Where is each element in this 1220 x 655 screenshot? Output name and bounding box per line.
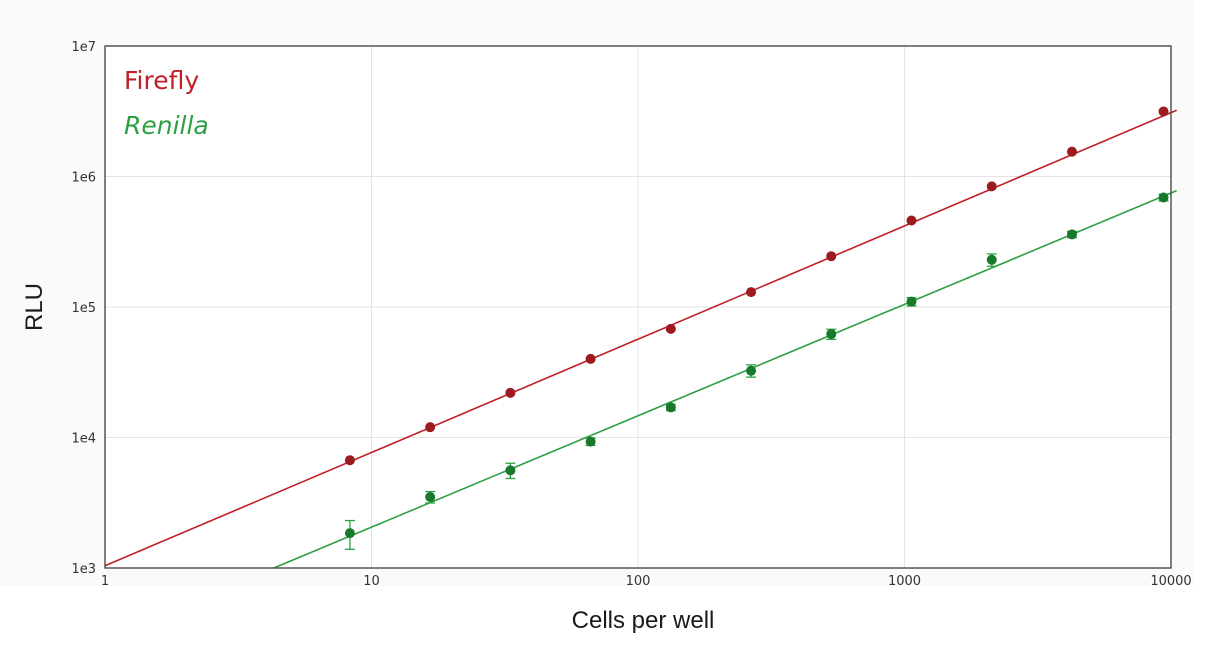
firefly-data-point (505, 387, 516, 398)
renilla-data-point (906, 296, 917, 307)
renilla-data-point (826, 329, 837, 340)
legend-firefly: Firefly (124, 66, 199, 95)
x-tick-label: 10000 (1150, 574, 1191, 589)
plot-frame (104, 45, 1172, 569)
fit-lines (104, 109, 1177, 569)
firefly-data-point (746, 287, 757, 298)
renilla-data-point (1066, 229, 1077, 240)
firefly-data-point (425, 422, 436, 433)
renilla-data-point (425, 491, 436, 502)
firefly-fit-line (104, 109, 1177, 567)
renilla-data-point (986, 254, 997, 265)
renilla-data-point (746, 365, 757, 376)
renilla-data-point (344, 528, 355, 539)
x-tick-labels: 1 10 100 1000 10000 (101, 574, 1192, 589)
data-points (344, 106, 1169, 539)
y-tick-label: 1e4 (71, 432, 96, 447)
firefly-data-point (1066, 146, 1077, 157)
renilla-data-point (1158, 192, 1169, 203)
firefly-data-point (826, 251, 837, 262)
x-tick-label: 10 (363, 574, 380, 589)
legend: Firefly Renilla (124, 66, 209, 140)
firefly-data-point (986, 181, 997, 192)
legend-renilla: Renilla (124, 111, 209, 140)
firefly-data-point (665, 323, 676, 334)
x-axis-label: Cells per well (572, 607, 715, 634)
y-axis-label: RLU (21, 283, 48, 331)
y-tick-labels: 1e3 1e4 1e5 1e6 1e7 (71, 40, 96, 577)
y-tick-label: 1e7 (71, 40, 96, 55)
y-tick-label: 1e6 (71, 171, 96, 186)
firefly-data-point (585, 353, 596, 364)
gridlines (105, 46, 1171, 568)
renilla-fit-line (273, 189, 1177, 569)
renilla-data-point (585, 436, 596, 447)
y-tick-label: 1e3 (71, 562, 96, 577)
renilla-data-point (505, 465, 516, 476)
x-tick-label: 1000 (888, 574, 921, 589)
renilla-data-point (665, 402, 676, 413)
x-tick-label: 1 (101, 574, 109, 589)
firefly-data-point (344, 455, 355, 466)
y-tick-label: 1e5 (71, 301, 96, 316)
firefly-data-point (906, 215, 917, 226)
firefly-data-point (1158, 106, 1169, 117)
x-tick-label: 100 (626, 574, 651, 589)
